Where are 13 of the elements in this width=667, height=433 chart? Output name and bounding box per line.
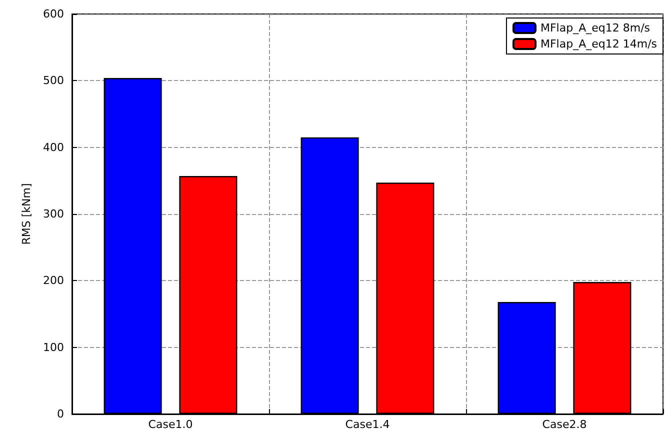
y-tick-label: 200 <box>43 274 64 288</box>
y-tick-label: 100 <box>43 340 64 354</box>
y-tick-label: 300 <box>43 208 64 220</box>
y-tick-label: 400 <box>43 140 64 154</box>
x-tick-label: Case1.0 <box>148 418 193 431</box>
x-tick-label: Case1.4 <box>345 418 390 431</box>
y-tick-label: 500 <box>43 74 64 88</box>
y-axis-title: RMS [kNm] <box>20 183 34 245</box>
legend-label: MFlap_A_eq12 14m/s <box>540 38 658 50</box>
y-tick-label: 0 <box>57 408 64 420</box>
y-tick-label: 600 <box>43 8 64 20</box>
legend-label: MFlap_A_eq12 8m/s <box>540 22 650 34</box>
x-tick-label: Case2.8 <box>542 418 587 431</box>
